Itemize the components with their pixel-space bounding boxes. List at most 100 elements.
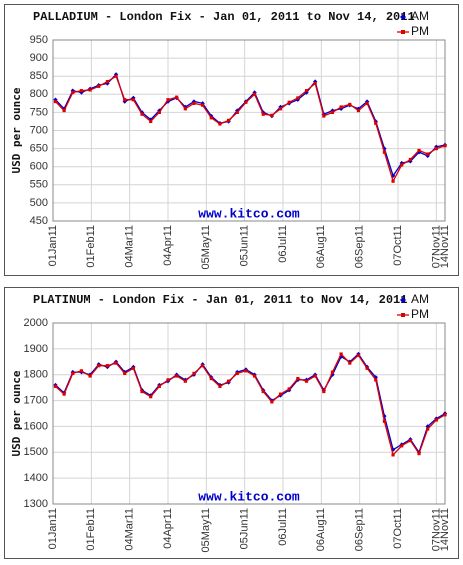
x-tick-label: 06Aug11 <box>315 225 327 268</box>
y-tick-label: 1500 <box>24 446 48 458</box>
x-tick-label: 01Feb11 <box>85 225 97 268</box>
point <box>270 400 274 404</box>
panel-frame <box>4 287 459 559</box>
point <box>175 374 179 378</box>
legend-marker <box>401 30 405 34</box>
legend-label: AM <box>411 9 429 23</box>
point <box>339 352 343 356</box>
point <box>105 81 110 86</box>
x-tick-label: 05May11 <box>200 508 212 552</box>
point <box>123 371 127 376</box>
point <box>183 107 187 111</box>
point <box>278 107 283 111</box>
point <box>322 389 326 394</box>
point <box>365 101 369 105</box>
point <box>157 384 161 388</box>
point <box>53 99 58 104</box>
x-tick-label: 07Nov11 <box>430 508 442 551</box>
point <box>391 453 395 457</box>
point <box>218 384 222 388</box>
y-tick-label: 500 <box>30 197 48 209</box>
y-tick-label: 950 <box>30 34 48 46</box>
point <box>330 110 335 114</box>
y-tick-label: 450 <box>30 215 48 227</box>
point <box>296 376 300 381</box>
point <box>131 366 135 370</box>
point <box>209 376 213 381</box>
point <box>408 439 412 443</box>
point <box>278 392 283 396</box>
x-tick-label: 06Sep11 <box>354 508 366 551</box>
point <box>53 384 58 388</box>
x-tick-label: 14Nov11 <box>439 225 451 268</box>
point <box>79 89 84 93</box>
point <box>348 361 352 365</box>
point <box>149 119 153 124</box>
legend-label: PM <box>411 307 429 321</box>
x-tick-label: 04Apr11 <box>162 508 174 549</box>
point <box>252 374 257 378</box>
point <box>408 157 412 162</box>
point <box>157 110 161 114</box>
point <box>140 389 144 394</box>
point <box>201 103 205 107</box>
point <box>426 427 430 431</box>
point <box>183 104 188 110</box>
y-tick-label: 550 <box>30 179 48 191</box>
point <box>183 379 187 383</box>
y-tick-label: 1300 <box>24 498 48 510</box>
point <box>348 102 352 107</box>
point <box>374 378 378 382</box>
x-tick-label: 05May11 <box>200 225 212 269</box>
point <box>139 110 145 115</box>
x-tick-label: 05Jun11 <box>239 225 251 266</box>
x-tick-label: 06Sep11 <box>354 225 366 268</box>
series-line <box>55 75 446 183</box>
point <box>443 144 447 148</box>
y-tick-label: 900 <box>30 52 48 64</box>
point <box>270 113 274 117</box>
y-tick-label: 1800 <box>24 369 48 381</box>
y-tick-label: 850 <box>30 70 48 82</box>
y-axis-label: USD per ounce <box>10 87 23 173</box>
y-tick-label: 1400 <box>24 472 48 484</box>
point <box>434 418 438 422</box>
point <box>400 163 404 167</box>
point <box>114 361 118 365</box>
point <box>175 95 179 99</box>
point <box>149 395 153 399</box>
y-axis-label: USD per ounce <box>10 370 23 456</box>
point <box>261 112 265 116</box>
point <box>166 378 170 382</box>
x-tick-label: 14Nov11 <box>439 508 451 551</box>
point <box>97 364 101 368</box>
point <box>304 89 309 93</box>
point <box>88 374 92 378</box>
point <box>391 179 395 183</box>
point <box>426 152 430 156</box>
point <box>365 366 369 370</box>
point <box>356 353 361 357</box>
legend-label: AM <box>411 292 429 306</box>
x-tick-label: 06Jul11 <box>277 225 289 263</box>
point <box>339 105 343 109</box>
point <box>209 116 213 120</box>
point <box>417 451 421 456</box>
point <box>201 364 205 368</box>
x-tick-label: 06Jul11 <box>277 508 289 546</box>
watermark: www.kitco.com <box>198 206 300 221</box>
watermark: www.kitco.com <box>198 489 300 504</box>
plot-frame <box>52 39 446 222</box>
point <box>313 374 317 378</box>
point <box>304 379 309 383</box>
point <box>235 371 239 376</box>
point <box>218 122 222 126</box>
point <box>71 371 75 376</box>
point <box>356 108 361 113</box>
point <box>382 150 387 154</box>
point <box>296 96 300 100</box>
point <box>244 369 248 373</box>
point <box>105 364 110 368</box>
x-tick-label: 01Jan11 <box>47 508 59 549</box>
